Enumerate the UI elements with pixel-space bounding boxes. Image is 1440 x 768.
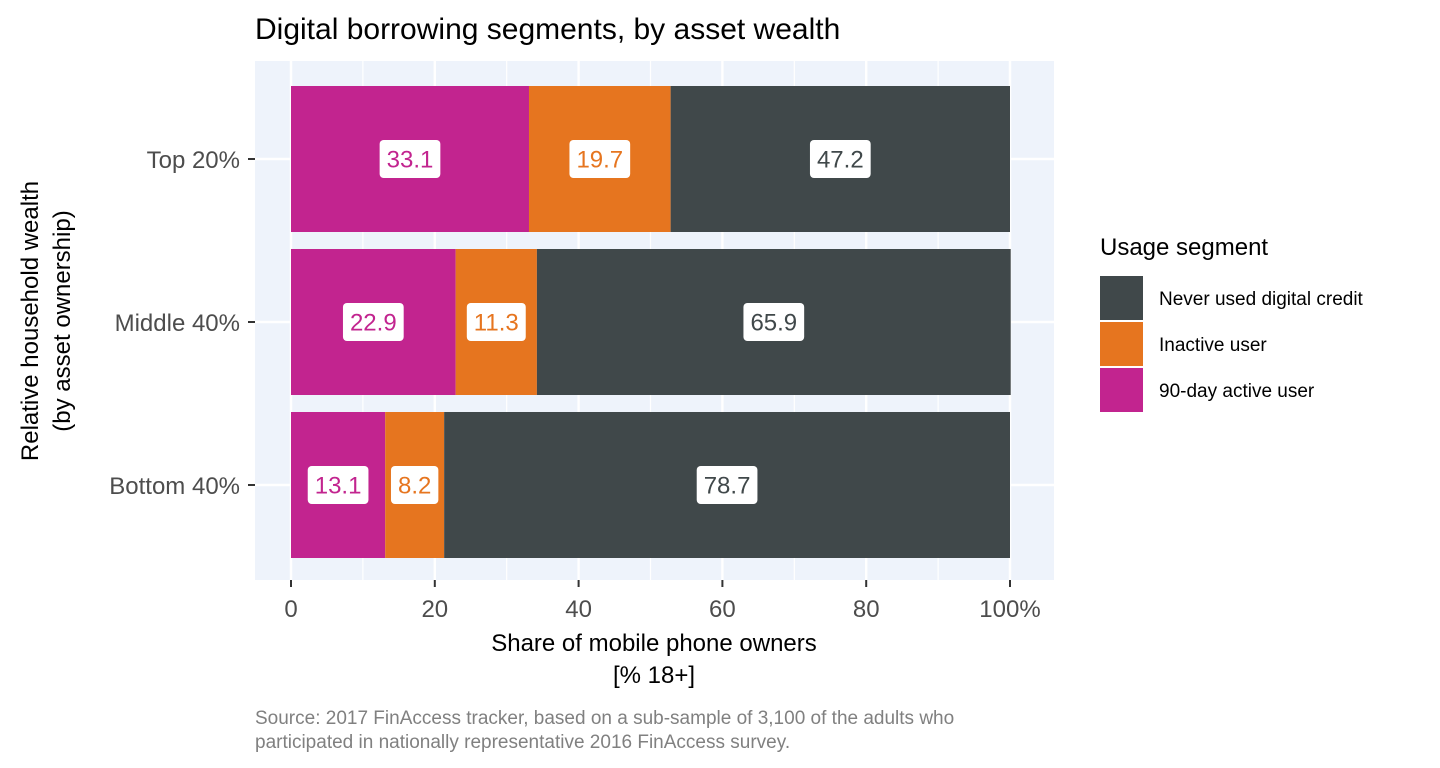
- x-tick-label: 40: [565, 596, 592, 623]
- x-tick-label: 100%: [979, 596, 1040, 623]
- data-label-box: [342, 303, 404, 341]
- data-label: 13.1: [307, 466, 369, 504]
- data-label-text: 8.2: [398, 473, 431, 500]
- data-label: 47.2: [809, 140, 871, 178]
- data-label-box: [466, 303, 526, 341]
- legend-label: 90-day active user: [1159, 381, 1315, 402]
- data-label-box: [307, 466, 369, 504]
- y-tick-label: Bottom 40%: [109, 473, 240, 500]
- legend-swatch: [1100, 322, 1143, 366]
- caption-line-2: participated in nationally representativ…: [255, 732, 790, 753]
- data-label-text: 19.7: [576, 147, 623, 174]
- data-label-text: 11.3: [474, 310, 519, 337]
- data-label-text: 33.1: [387, 147, 434, 174]
- data-label-box: [743, 303, 805, 341]
- data-label: 33.1: [379, 140, 441, 178]
- x-tick-label: 20: [421, 596, 448, 623]
- y-axis-title-line-2: (by asset ownership): [49, 210, 76, 431]
- data-label: 65.9: [743, 303, 805, 341]
- data-labels: 33.1 19.7 47.2 22.9 11.3 65.9 13.1 8.2 78.7: [307, 140, 871, 504]
- data-label-box: [809, 140, 871, 178]
- data-label-box: [379, 140, 441, 178]
- legend: Usage segment Never used digital credit I…: [1100, 234, 1364, 412]
- data-label-box: [569, 140, 631, 178]
- data-label: 8.2: [390, 466, 439, 504]
- data-label: 11.3: [466, 303, 526, 341]
- x-tick-label: 0: [284, 596, 297, 623]
- y-axis: Top 20% Middle 40% Bottom 40%: [109, 147, 255, 500]
- y-tick-label: Top 20%: [147, 147, 240, 174]
- y-axis-title-line-1: Relative household wealth: [17, 181, 44, 461]
- data-label-text: 78.7: [704, 473, 751, 500]
- data-label-box: [390, 466, 439, 504]
- data-label: 19.7: [569, 140, 631, 178]
- legend-title: Usage segment: [1100, 234, 1268, 261]
- data-label-text: 47.2: [817, 147, 864, 174]
- x-axis-title-line-2: [% 18+]: [613, 662, 695, 689]
- legend-label: Never used digital credit: [1159, 289, 1364, 310]
- legend-swatch: [1100, 276, 1143, 320]
- x-axis: 0 20 40 60 80 100%: [284, 580, 1041, 623]
- chart-title: Digital borrowing segments, by asset wea…: [255, 13, 840, 46]
- data-label: 22.9: [342, 303, 404, 341]
- data-label-text: 13.1: [315, 473, 362, 500]
- data-label-text: 65.9: [750, 310, 797, 337]
- legend-swatch: [1100, 368, 1143, 412]
- data-label: 78.7: [696, 466, 758, 504]
- y-tick-label: Middle 40%: [115, 310, 240, 337]
- data-label-text: 22.9: [350, 310, 397, 337]
- x-tick-label: 60: [709, 596, 736, 623]
- caption-line-1: Source: 2017 FinAccess tracker, based on…: [255, 708, 954, 729]
- x-axis-title-line-1: Share of mobile phone owners: [491, 630, 817, 657]
- legend-label: Inactive user: [1159, 335, 1267, 356]
- data-label-box: [696, 466, 758, 504]
- x-tick-label: 80: [853, 596, 880, 623]
